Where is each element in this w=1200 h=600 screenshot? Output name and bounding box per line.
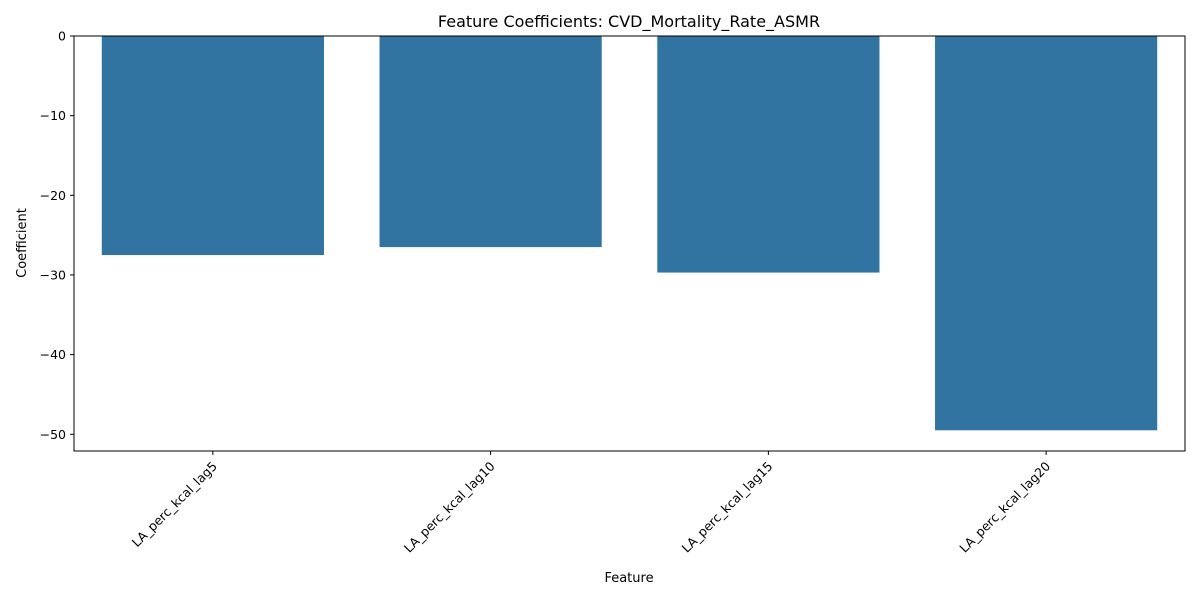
y-tick-label: −20: [40, 188, 66, 203]
y-tick-label: −50: [40, 427, 66, 442]
y-tick-label: 0: [58, 29, 66, 44]
bar: [935, 36, 1158, 431]
y-tick-label: −30: [40, 267, 66, 282]
x-tick-label: LA_perc_kcal_lag5: [129, 459, 220, 550]
bar: [379, 36, 602, 248]
plot-area: 0 −10 −20 −30 −40 −50 LA_perc_kcal_lag5 LA_perc…: [40, 29, 1158, 556]
bar: [657, 36, 880, 273]
bar: [101, 36, 324, 256]
x-tick-label: LA_perc_kcal_lag20: [956, 458, 1053, 555]
y-tick-label: −10: [40, 108, 66, 123]
x-tick-label: LA_perc_kcal_lag10: [401, 458, 498, 555]
y-tick-label: −40: [40, 347, 66, 362]
x-axis-label: Feature: [604, 571, 653, 586]
y-axis-label: Coefficient: [15, 208, 30, 278]
chart-title: Feature Coefficients: CVD_Mortality_Rate…: [438, 12, 820, 32]
plot-frame: [73, 35, 1186, 452]
x-tick-label: LA_perc_kcal_lag15: [679, 459, 776, 556]
